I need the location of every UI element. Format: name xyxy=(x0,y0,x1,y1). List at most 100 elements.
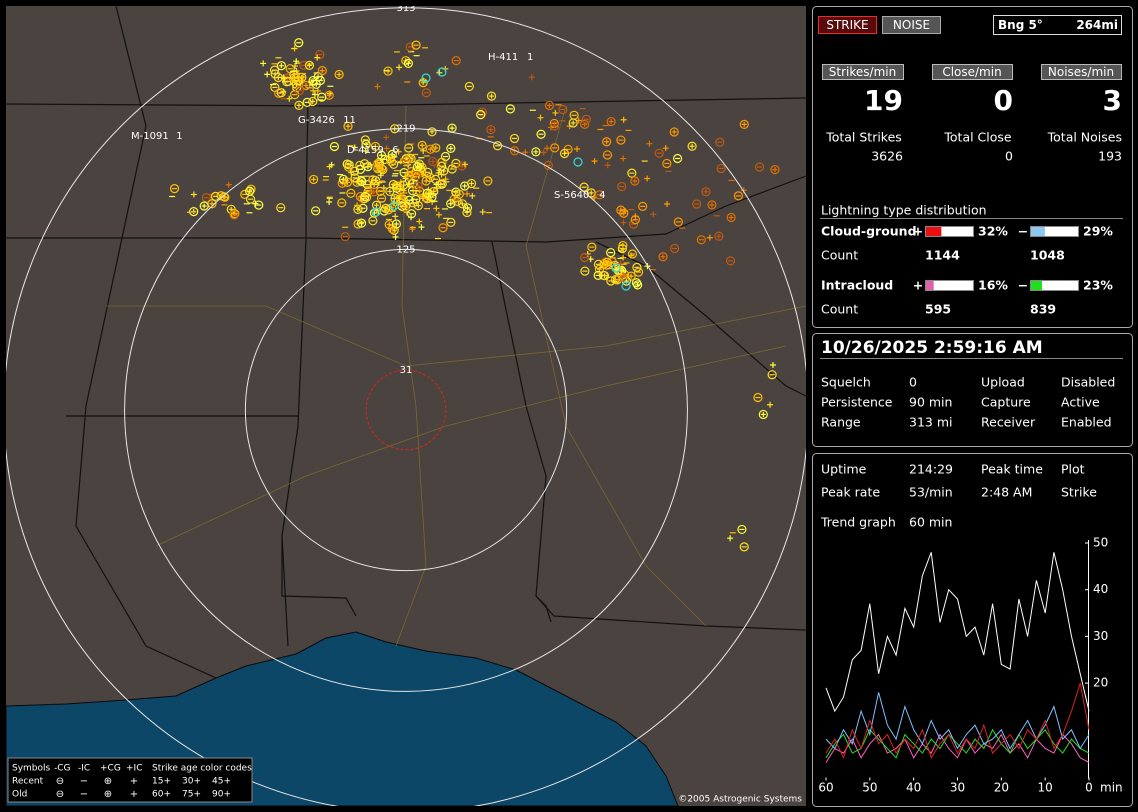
legend-age: 45+ xyxy=(212,777,231,787)
strike-symbol xyxy=(387,188,393,194)
strike-symbol xyxy=(608,119,614,125)
strike-symbol xyxy=(317,92,327,102)
strike-symbol xyxy=(531,147,541,157)
strike-symbol xyxy=(209,201,215,207)
strike-symbols xyxy=(169,38,780,552)
legend-age: 75+ xyxy=(182,790,201,800)
strike-symbol xyxy=(438,171,445,178)
strike-symbol xyxy=(613,266,623,276)
setting-name: Squelch xyxy=(821,375,871,390)
strike-symbol xyxy=(294,86,304,96)
strike-symbol xyxy=(671,129,677,135)
storm-count: 1 xyxy=(176,131,182,142)
type-name: Cloud-ground xyxy=(821,224,917,239)
strike-symbol xyxy=(286,95,293,102)
mode-button[interactable] xyxy=(882,16,941,34)
trend-span: 60 min xyxy=(909,515,952,530)
strike-symbol xyxy=(423,167,433,177)
strike-symbol xyxy=(650,211,657,218)
strike-symbol xyxy=(772,167,778,173)
strike-symbol xyxy=(201,193,211,203)
strike-symbol xyxy=(464,209,470,215)
strike-symbol xyxy=(315,49,325,60)
strike-symbol xyxy=(362,147,369,154)
strike-symbol xyxy=(446,199,456,209)
strike-symbol xyxy=(377,172,384,179)
strike-symbol xyxy=(633,267,644,277)
percent-bar-track xyxy=(925,226,974,237)
range-ring-label: 219 xyxy=(396,124,415,135)
rate-label: Strikes/min xyxy=(829,65,896,79)
mode-button[interactable] xyxy=(818,16,877,34)
strike-symbol xyxy=(544,100,555,111)
range-ring xyxy=(244,248,568,572)
strike-symbol xyxy=(264,71,271,78)
strike-symbol xyxy=(389,225,399,235)
strike-symbol xyxy=(311,79,321,89)
strike-symbol xyxy=(654,148,664,158)
strike-symbol xyxy=(427,127,437,137)
strike-symbol xyxy=(334,69,344,80)
strike-symbol xyxy=(313,81,319,87)
strike-symbol xyxy=(673,217,683,227)
percent-label: 32% xyxy=(978,224,1008,239)
rate-label: Noises/min xyxy=(1048,65,1114,79)
storm-count: 1 xyxy=(527,52,533,63)
distribution-title: Lightning type distribution xyxy=(821,203,987,218)
strike-symbol xyxy=(345,179,351,185)
strike-symbol xyxy=(371,200,382,210)
strike-symbol xyxy=(439,166,449,176)
strike-symbol xyxy=(568,118,578,128)
strike-symbol xyxy=(658,252,668,262)
strike-symbol xyxy=(337,198,347,208)
setting-name: Upload xyxy=(981,375,1025,390)
strike-symbol xyxy=(604,262,610,268)
strike-symbol xyxy=(669,127,679,137)
strike-symbol xyxy=(351,144,358,151)
strike-symbol xyxy=(225,181,232,188)
y-tick-label: 20 xyxy=(1093,676,1108,690)
bearing-box xyxy=(993,15,1122,35)
strike-symbol xyxy=(314,87,321,94)
strike-symbol xyxy=(533,149,539,155)
strike-symbol xyxy=(662,158,672,169)
strike-symbol xyxy=(360,191,370,202)
strike-symbol xyxy=(405,60,411,66)
strike-symbol xyxy=(306,62,312,68)
strike-symbol xyxy=(392,233,399,240)
trend-label: Trend graph xyxy=(820,515,896,530)
rates-box xyxy=(812,6,1133,328)
strike-symbol xyxy=(326,163,333,170)
strike-symbol xyxy=(276,88,286,98)
strike-symbol xyxy=(411,40,421,50)
stat-text: Peak rate xyxy=(821,485,880,500)
strike-symbol xyxy=(421,88,431,98)
strike-symbol xyxy=(430,174,441,184)
strike-symbol xyxy=(510,146,520,156)
strike-symbol xyxy=(488,127,494,133)
strike-symbol xyxy=(446,143,456,153)
setting-value: Active xyxy=(1061,395,1100,410)
legend-symbol: ⊖ xyxy=(56,776,64,787)
strike-symbol xyxy=(329,141,340,152)
strike-symbol xyxy=(401,156,412,166)
mode-button-label[interactable]: STRIKE xyxy=(826,18,868,32)
strike-symbol xyxy=(610,274,621,285)
strike-symbol xyxy=(371,207,381,217)
strike-symbol xyxy=(522,149,529,156)
strike-symbol xyxy=(692,199,702,209)
strike-symbol xyxy=(296,102,302,108)
strike-symbol xyxy=(304,60,315,70)
sign: − xyxy=(1018,278,1028,293)
strike-symbol xyxy=(770,165,780,175)
strike-symbol xyxy=(716,163,726,174)
strike-symbol xyxy=(433,205,440,212)
mode-button-label[interactable]: NOISE xyxy=(893,18,930,32)
strike-symbol xyxy=(714,231,724,241)
strike-symbol xyxy=(558,104,568,115)
sign: + xyxy=(913,278,923,293)
strike-symbol xyxy=(392,213,399,220)
strike-symbol xyxy=(343,121,353,131)
strike-symbol xyxy=(725,256,736,266)
